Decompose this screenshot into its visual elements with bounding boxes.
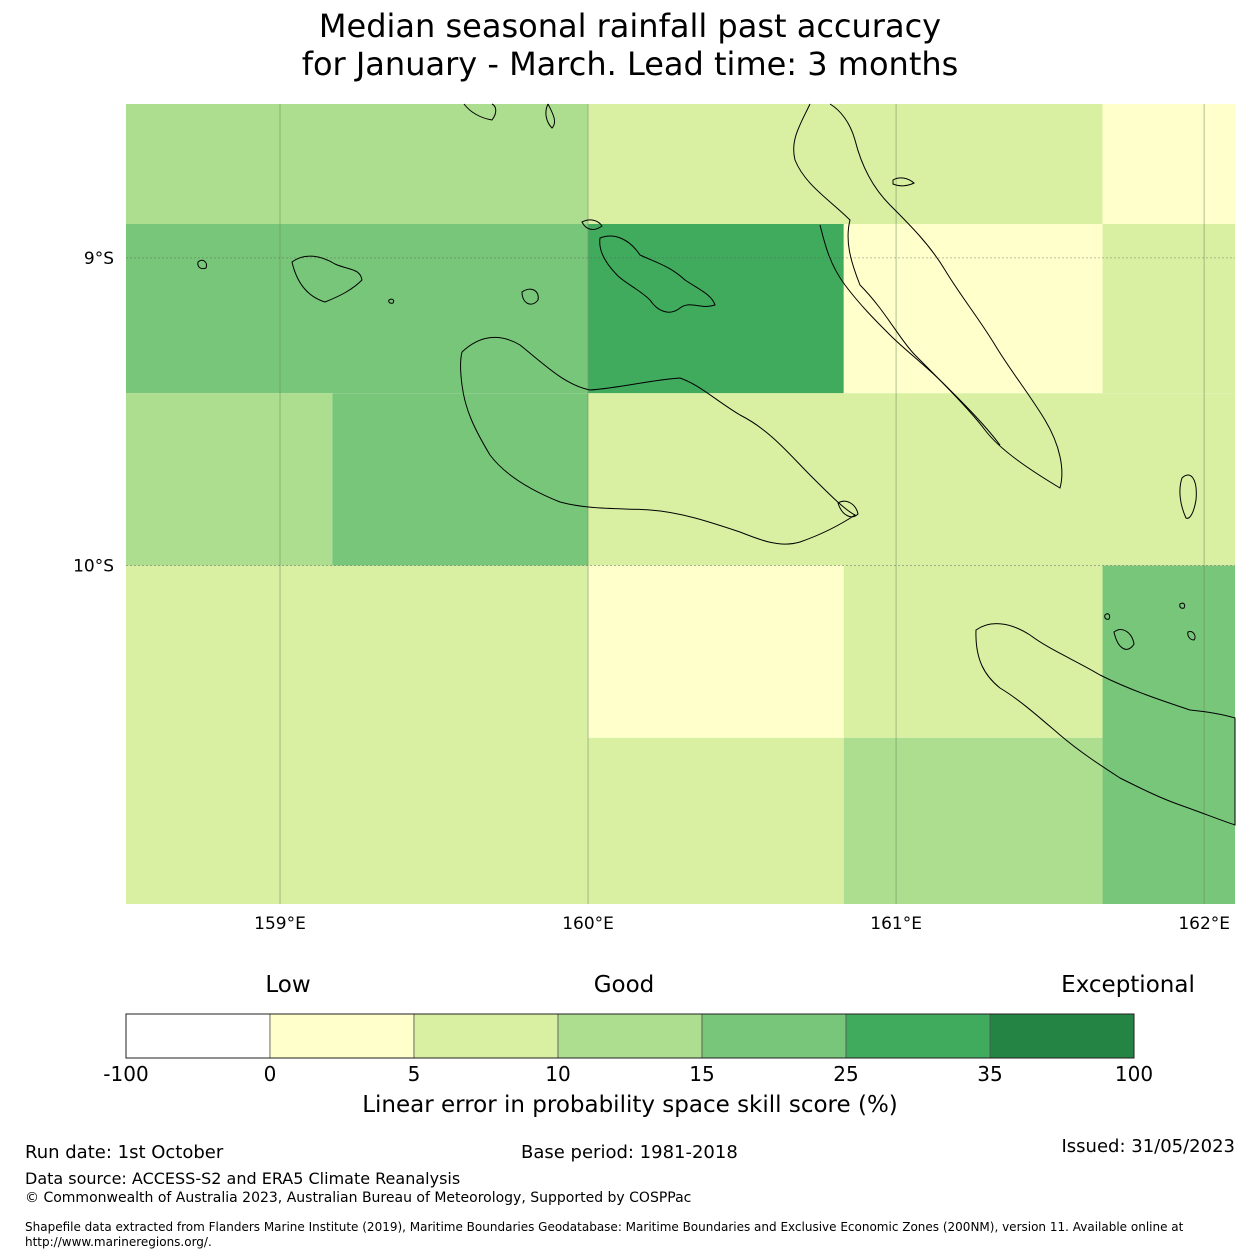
coastline-islet-b: [197, 259, 207, 270]
colorbar-word-good: Good: [593, 972, 655, 998]
skill-cell-13: [843, 565, 1103, 738]
colorbar-tick-label: 35: [977, 1062, 1003, 1086]
coastline-russell-islands: [291, 255, 363, 303]
skill-cell-7: [126, 393, 333, 566]
colorbar-bin-4: [701, 1013, 847, 1059]
colorbar-tick-label: 10: [545, 1062, 571, 1086]
coastline-islet-k: [463, 103, 497, 121]
colorbar-tick-labels: -100 0 5 10 15 25 35 100: [0, 1062, 1260, 1090]
lon-tick-label: 160°E: [562, 914, 614, 934]
skill-cell-12: [588, 737, 844, 904]
data-source: Data source: ACCESS-S2 and ERA5 Climate …: [25, 1169, 461, 1188]
coastline-guadalcanal: [460, 336, 856, 545]
colorbar: [125, 1013, 1135, 1059]
colorbar-tick-label: 25: [833, 1062, 859, 1086]
colorbar-tick-label: 0: [263, 1062, 277, 1086]
coastline-islet-d: [388, 298, 395, 304]
colorbar-bin-2: [413, 1013, 559, 1059]
colorbar-bin-6: [989, 1013, 1135, 1059]
coastline-islet-l: [545, 103, 555, 129]
colorbar-bin-3: [557, 1013, 703, 1059]
colorbar-tick-label: 5: [407, 1062, 421, 1086]
skill-cell-14: [843, 737, 1103, 904]
skill-cell-8: [332, 393, 589, 566]
coastline-islet-a: [581, 219, 603, 230]
skill-cell-0: [126, 104, 589, 224]
skill-cell-4: [588, 224, 844, 394]
skill-cell-6: [1102, 224, 1235, 394]
lon-tick-label: 161°E: [870, 914, 922, 934]
lat-tick-label: 9°S: [84, 249, 114, 269]
colorbar-frame: [125, 1013, 1135, 1059]
title-line-2: for January - March. Lead time: 3 months: [301, 45, 959, 83]
coastline-islet-i: [1187, 631, 1196, 641]
colorbar-bin-5: [845, 1013, 991, 1059]
lon-tick-label: 159°E: [254, 914, 306, 934]
colorbar-label: Linear error in probability space skill …: [362, 1092, 898, 1118]
coastline-islet-g: [1113, 629, 1135, 650]
skill-cell-2: [1102, 104, 1235, 224]
colorbar-tick-label: 100: [1114, 1062, 1154, 1086]
coastline-islet-j: [1179, 602, 1186, 609]
colorbar-word-low: Low: [265, 972, 311, 998]
skill-cell-5: [843, 224, 1103, 394]
colorbar-bin-0: [125, 1013, 271, 1059]
map-svg: 159°E 160°E 161°E 162°E 9°S 10°S: [73, 103, 1236, 934]
coastline-islet-f: [1179, 474, 1197, 519]
colorbar-word-exceptional: Exceptional: [1061, 972, 1195, 998]
copyright: © Commonwealth of Australia 2023, Austra…: [25, 1190, 692, 1206]
coastline-islet-e: [837, 500, 859, 518]
base-period: Base period: 1981-2018: [521, 1142, 738, 1163]
issued-date: Issued: 31/05/2023: [1061, 1136, 1235, 1157]
skill-cell-9: [588, 393, 1235, 566]
coastline-small-island: [892, 177, 915, 187]
coastline-isabel-west: [819, 224, 1001, 446]
shapefile-credit-line-2: http://www.marineregions.org/.: [25, 1235, 212, 1249]
coastline-santa-isabel: [793, 103, 1063, 489]
colorbar-bin-1: [269, 1013, 415, 1059]
coastline-islet-c: [521, 288, 539, 305]
run-date: Run date: 1st October: [25, 1142, 224, 1163]
title-line-1: Median seasonal rainfall past accuracy: [318, 7, 942, 45]
colorbar-tick-label: 15: [689, 1062, 715, 1086]
skill-cell-11: [588, 565, 844, 738]
coastline-florida-islands: [599, 235, 716, 313]
skill-cell-10: [126, 565, 589, 904]
coastline-islet-h: [1104, 613, 1111, 620]
lon-tick-label: 162°E: [1178, 914, 1230, 934]
skill-cell-3: [126, 224, 589, 394]
colorbar-tick-label: -100: [103, 1062, 149, 1086]
lat-tick-label: 10°S: [73, 557, 114, 577]
shapefile-credit-line-1: Shapefile data extracted from Flanders M…: [25, 1220, 1184, 1234]
coastline-makira: [975, 623, 1236, 826]
skill-cell-1: [588, 104, 1103, 224]
skill-cell-15: [1102, 565, 1235, 904]
